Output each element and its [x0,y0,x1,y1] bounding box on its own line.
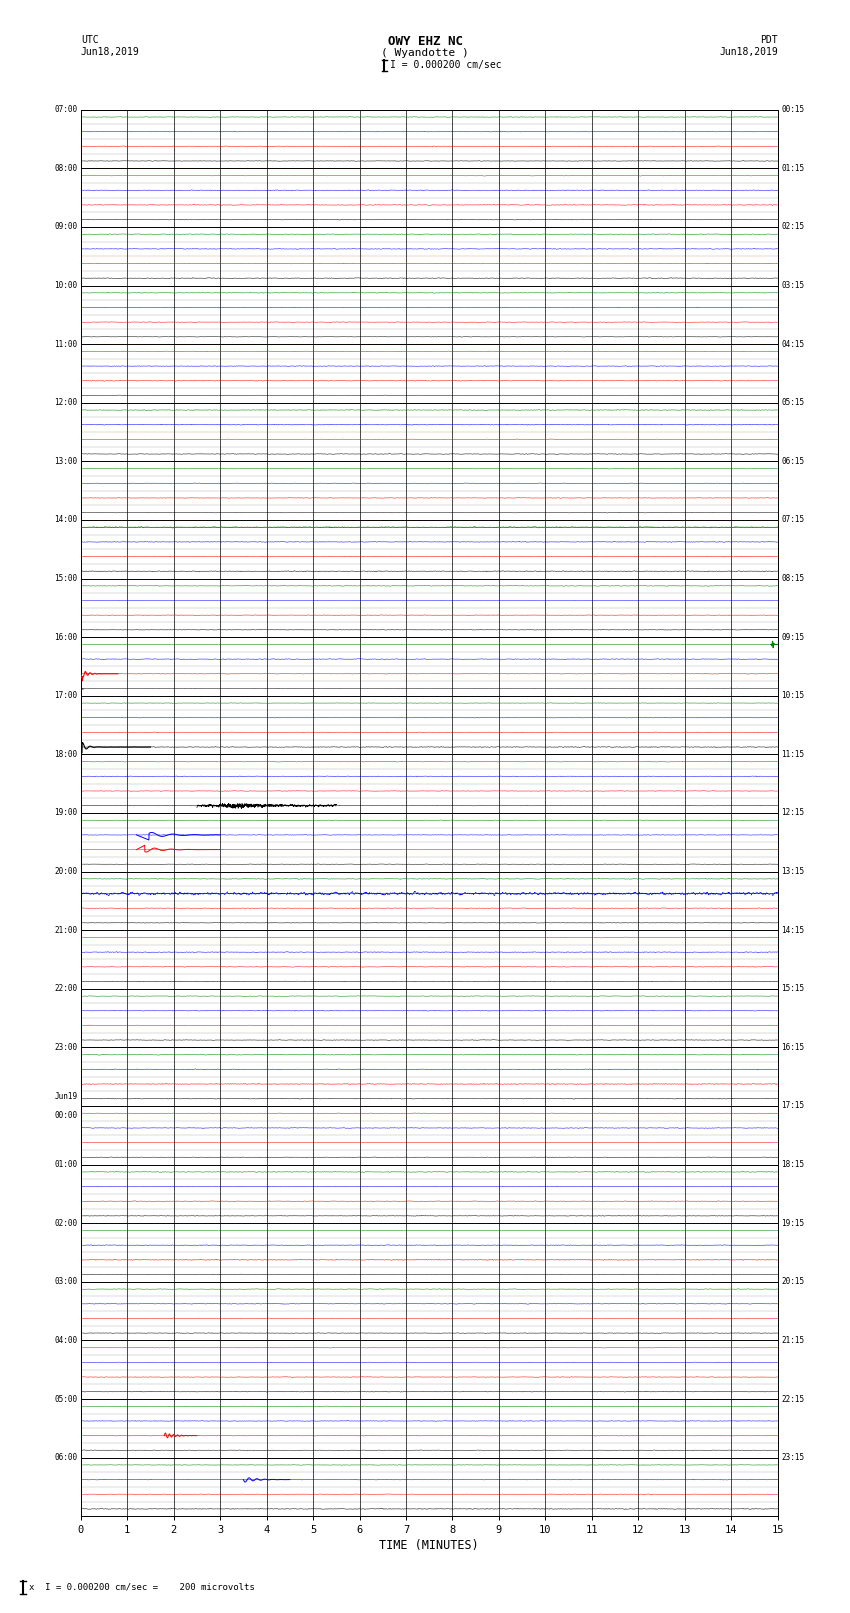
Text: 07:00: 07:00 [54,105,77,115]
Text: 02:00: 02:00 [54,1219,77,1227]
Text: 19:15: 19:15 [781,1219,804,1227]
Text: 14:15: 14:15 [781,926,804,934]
Text: 17:00: 17:00 [54,692,77,700]
Text: 05:00: 05:00 [54,1395,77,1403]
Text: 02:15: 02:15 [781,223,804,231]
Text: ( Wyandotte ): ( Wyandotte ) [381,48,469,58]
Text: UTC: UTC [81,35,99,45]
Text: 04:15: 04:15 [781,340,804,348]
Text: 15:00: 15:00 [54,574,77,582]
Text: 19:00: 19:00 [54,808,77,818]
Text: 04:00: 04:00 [54,1336,77,1345]
Text: 08:00: 08:00 [54,165,77,173]
Text: 15:15: 15:15 [781,984,804,994]
Text: 11:00: 11:00 [54,340,77,348]
Text: 12:15: 12:15 [781,808,804,818]
Text: 23:00: 23:00 [54,1044,77,1052]
Text: 18:00: 18:00 [54,750,77,758]
Text: 07:15: 07:15 [781,516,804,524]
Text: 00:00: 00:00 [54,1111,77,1119]
Text: 09:00: 09:00 [54,223,77,231]
Text: 16:00: 16:00 [54,632,77,642]
Text: 20:00: 20:00 [54,868,77,876]
Text: x  I = 0.000200 cm/sec =    200 microvolts: x I = 0.000200 cm/sec = 200 microvolts [29,1582,255,1592]
Text: 14:00: 14:00 [54,516,77,524]
Text: Jun18,2019: Jun18,2019 [719,47,778,56]
Text: 16:15: 16:15 [781,1044,804,1052]
Text: 03:00: 03:00 [54,1277,77,1286]
Text: 08:15: 08:15 [781,574,804,582]
X-axis label: TIME (MINUTES): TIME (MINUTES) [379,1539,479,1552]
Text: 01:00: 01:00 [54,1160,77,1169]
Text: 10:00: 10:00 [54,281,77,290]
Text: 06:15: 06:15 [781,456,804,466]
Text: 01:15: 01:15 [781,165,804,173]
Text: 13:15: 13:15 [781,868,804,876]
Text: PDT: PDT [760,35,778,45]
Text: 22:00: 22:00 [54,984,77,994]
Text: I = 0.000200 cm/sec: I = 0.000200 cm/sec [390,60,502,71]
Text: Jun18,2019: Jun18,2019 [81,47,139,56]
Text: 00:15: 00:15 [781,105,804,115]
Text: Jun19: Jun19 [54,1092,77,1102]
Text: 21:00: 21:00 [54,926,77,934]
Text: 13:00: 13:00 [54,456,77,466]
Text: 11:15: 11:15 [781,750,804,758]
Text: 05:15: 05:15 [781,398,804,406]
Text: 12:00: 12:00 [54,398,77,406]
Text: 22:15: 22:15 [781,1395,804,1403]
Text: 10:15: 10:15 [781,692,804,700]
Text: 06:00: 06:00 [54,1453,77,1461]
Text: OWY EHZ NC: OWY EHZ NC [388,35,462,48]
Text: 23:15: 23:15 [781,1453,804,1461]
Text: 21:15: 21:15 [781,1336,804,1345]
Text: 20:15: 20:15 [781,1277,804,1286]
Text: 09:15: 09:15 [781,632,804,642]
Text: 18:15: 18:15 [781,1160,804,1169]
Text: 17:15: 17:15 [781,1102,804,1110]
Text: 03:15: 03:15 [781,281,804,290]
